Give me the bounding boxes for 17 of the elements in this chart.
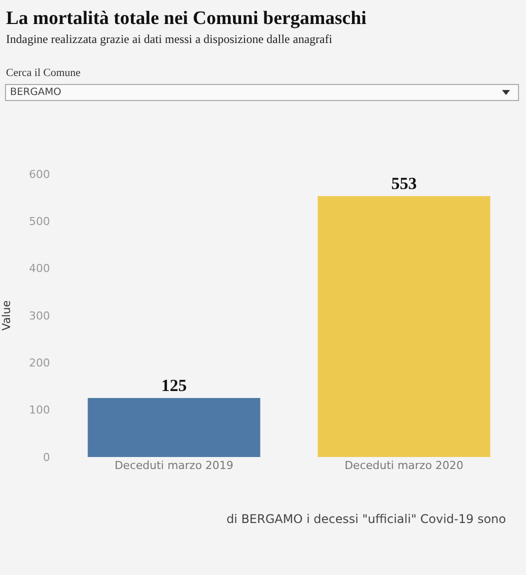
chart-subtitle: Indagine realizzata grazie ai dati messi a disposizione dalle anagrafi xyxy=(6,32,332,47)
y-tick-label: 100 xyxy=(29,404,50,417)
dropdown-field: BERGAMO xyxy=(5,84,519,101)
text: Cerca il Comune xyxy=(6,67,81,79)
y-tick-label: 600 xyxy=(29,168,50,181)
data-label: 553 xyxy=(391,174,417,194)
y-tick-label: 200 xyxy=(29,356,50,370)
data-label: 125 xyxy=(161,376,187,396)
y-tick-label: 300 xyxy=(29,309,50,322)
y-tick-label: 500 xyxy=(29,215,50,228)
chart-title: La mortalità totale nei Comuni bergamaschi xyxy=(6,8,366,30)
x-tick-label: Deceduti marzo 2019 xyxy=(114,459,234,472)
y-tick-label: 400 xyxy=(29,262,50,276)
text: di BERGAMO i decessi "ufficiali" Covid-19 sono xyxy=(226,512,506,526)
y-tick-label: 0 xyxy=(43,450,50,464)
y-axis-title: Value xyxy=(0,300,13,331)
x-tick-label: Deceduti marzo 2020 xyxy=(344,459,464,472)
